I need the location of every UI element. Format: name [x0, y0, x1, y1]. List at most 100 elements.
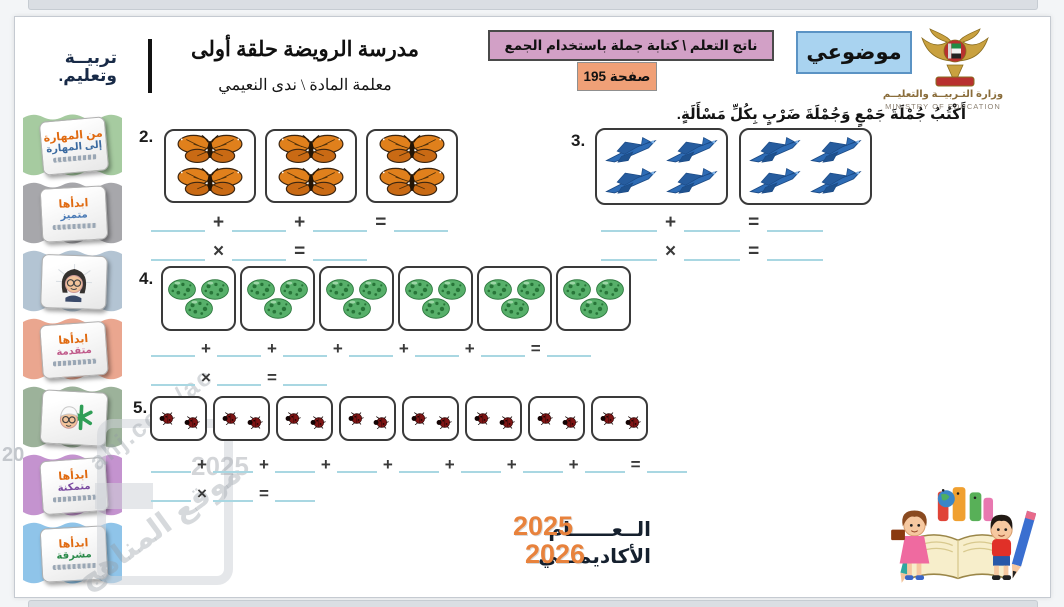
times-sign: ×: [665, 241, 677, 262]
answer-blank[interactable]: [151, 371, 195, 386]
ladybug-icon: [347, 412, 364, 425]
year-word-1: الــعــــــام: [548, 519, 651, 541]
equals-sign: =: [375, 212, 387, 233]
device-watermark-tab: [95, 483, 153, 509]
butterfly-items: [267, 131, 355, 201]
item-group-row: [164, 129, 458, 203]
addition-sentence-row: + + + + + + + =: [151, 456, 687, 473]
answer-blank[interactable]: [313, 246, 368, 261]
answer-blank[interactable]: [151, 458, 191, 473]
answer-blank[interactable]: [398, 458, 439, 473]
egg-icon: [579, 297, 609, 320]
sidebar-section-1: ابدأها متميز: [23, 179, 122, 247]
answer-blank[interactable]: [767, 217, 824, 232]
ladybug-items: [593, 398, 646, 439]
equals-sign: =: [266, 368, 277, 387]
addition-sentence-row: + + + + + =: [151, 340, 591, 357]
egg-icon: [500, 297, 530, 320]
answer-blank[interactable]: [336, 458, 377, 473]
jet-icon: [807, 168, 865, 197]
butterfly-items: [166, 131, 254, 201]
answer-blank[interactable]: [684, 217, 741, 232]
worksheet-slide: تربيــة وتعليم. من المهارة إلى المهارة ابد…: [14, 16, 1051, 598]
jet-icon: [746, 137, 804, 166]
group-box: [528, 396, 585, 441]
ministry-name-arabic: وزارة التـربيــة والتعليــم: [882, 89, 1004, 100]
answer-blank[interactable]: [546, 342, 591, 357]
times-sign: ×: [201, 368, 211, 387]
equals-sign: =: [258, 484, 269, 503]
plus-sign: +: [382, 455, 393, 474]
answer-blank[interactable]: [414, 342, 459, 357]
education-brand-logo: تربيــة وتعليم.: [58, 48, 117, 86]
answer-blank[interactable]: [212, 487, 253, 502]
answer-blank[interactable]: [232, 217, 287, 232]
answer-blank[interactable]: [274, 458, 315, 473]
ladybug-icon: [473, 412, 490, 425]
adjacent-slide-top[interactable]: [28, 0, 1038, 10]
answer-blank[interactable]: [216, 371, 261, 386]
butterfly-icon: [272, 167, 350, 198]
answer-blank[interactable]: [767, 246, 824, 261]
group-box: [164, 129, 256, 203]
plus-sign: +: [201, 339, 211, 358]
ministry-logo-text: وزارة التـربيــة والتعليــم MINISTRY OF …: [863, 89, 1023, 111]
answer-blank[interactable]: [216, 342, 261, 357]
equals-sign: =: [630, 455, 641, 474]
multiplication-sentence-row: × =: [601, 241, 824, 262]
answer-blank[interactable]: [684, 246, 741, 261]
answer-blank[interactable]: [151, 246, 205, 261]
jet-items: [741, 130, 870, 203]
answer-blank[interactable]: [348, 342, 393, 357]
egg-icon: [342, 297, 372, 320]
multiplication-sentence-row: × =: [151, 369, 327, 386]
year-2026: 2026: [525, 539, 586, 569]
group-box: [161, 266, 236, 331]
answer-blank[interactable]: [282, 342, 327, 357]
equals-sign: =: [530, 339, 541, 358]
ladybug-icon: [624, 416, 641, 429]
mode-badge: موضوعي: [796, 31, 912, 74]
addition-sentence-row: + =: [601, 213, 824, 232]
ladybug-icon: [246, 416, 263, 429]
plus-sign: +: [197, 455, 207, 474]
problem-number: 3.: [571, 131, 586, 150]
group-box: [465, 396, 522, 441]
answer-blank[interactable]: [480, 342, 525, 357]
year-2025: 2025: [513, 511, 574, 541]
answer-blank[interactable]: [282, 371, 327, 386]
plus-sign: +: [258, 455, 269, 474]
answer-blank[interactable]: [212, 458, 253, 473]
answer-blank[interactable]: [313, 217, 368, 232]
adjacent-slide-bottom[interactable]: [28, 600, 1038, 607]
ladybug-icon: [561, 416, 578, 429]
answer-blank[interactable]: [151, 217, 205, 232]
answer-blank[interactable]: [522, 458, 563, 473]
group-box: [591, 396, 648, 441]
problem-number: 2.: [139, 127, 154, 146]
answer-blank[interactable]: [151, 342, 195, 357]
butterfly-icon: [171, 134, 249, 165]
egg-items: [479, 268, 550, 329]
answer-blank[interactable]: [394, 217, 449, 232]
answer-blank[interactable]: [151, 487, 191, 502]
ladybug-items: [530, 398, 583, 439]
answer-blank[interactable]: [601, 217, 657, 232]
ladybug-items: [152, 398, 205, 439]
plus-sign: +: [506, 455, 517, 474]
title-divider: [148, 39, 152, 93]
answer-blank[interactable]: [584, 458, 625, 473]
answer-blank[interactable]: [274, 487, 315, 502]
teacher-name: معلمة المادة \ ندى النعيمي: [218, 77, 392, 94]
answer-blank[interactable]: [460, 458, 501, 473]
ladybug-icon: [410, 412, 427, 425]
ladybug-icon: [221, 412, 238, 425]
answer-blank[interactable]: [232, 246, 287, 261]
group-box: [240, 266, 315, 331]
answer-blank[interactable]: [601, 246, 657, 261]
brand-line-2: وتعليم.: [58, 66, 117, 86]
ladybug-icon: [372, 416, 389, 429]
answer-blank[interactable]: [646, 458, 687, 473]
group-box: [556, 266, 631, 331]
plus-sign: +: [332, 339, 343, 358]
